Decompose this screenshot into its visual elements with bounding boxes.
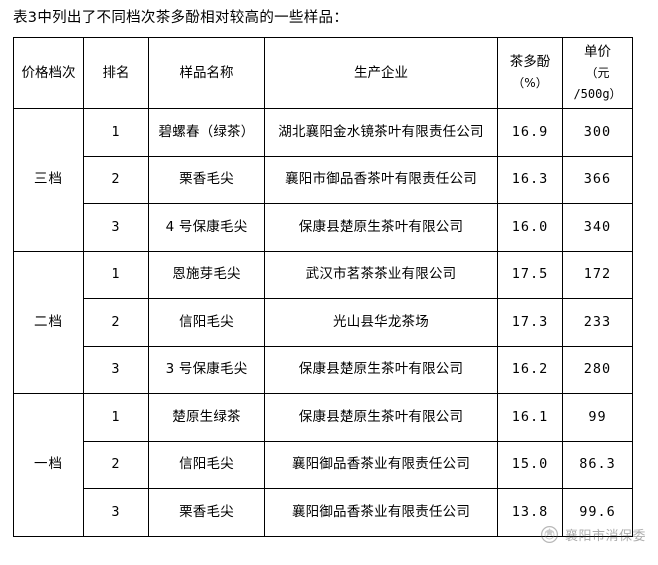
cell-rank: 3: [83, 345, 149, 394]
cell-sample: 碧螺春（绿茶）: [148, 108, 265, 157]
cell-price: 300: [562, 108, 633, 157]
column-header-tier: 价格档次: [13, 37, 84, 109]
cell-price: 233: [562, 298, 633, 347]
column-header-price-main: 单价: [584, 43, 611, 60]
cell-maker: 保康县楚原生茶叶有限公司: [264, 393, 498, 442]
table-row: 2 信阳毛尖 襄阳御品香茶业有限责任公司 15.0 86.3: [14, 440, 633, 489]
cell-rank: 2: [83, 440, 149, 489]
table-row: 3 栗香毛尖 襄阳御品香茶业有限责任公司 13.8 99.6: [14, 488, 633, 537]
cell-polyphenol: 16.1: [497, 393, 563, 442]
seal-logo-icon: [539, 524, 560, 545]
cell-price: 99: [562, 393, 633, 442]
cell-rank: 1: [83, 108, 149, 157]
column-header-maker: 生产企业: [264, 37, 498, 109]
cell-maker: 武汉市茗茶茶业有限公司: [264, 250, 498, 299]
cell-rank: 1: [83, 393, 149, 442]
table-row: 二档 1 恩施芽毛尖 武汉市茗茶茶业有限公司 17.5 172: [13, 250, 633, 394]
cell-polyphenol: 13.8: [497, 488, 563, 537]
intro-paragraph: 表3中列出了不同档次茶多酚相对较高的一些样品：: [13, 10, 349, 26]
cell-price: 86.3: [562, 440, 633, 489]
cell-sample: 4 号保康毛尖: [148, 203, 265, 252]
cell-rank: 3: [83, 488, 149, 537]
cell-polyphenol: 16.3: [497, 155, 563, 204]
cell-sample: 楚原生绿茶: [148, 393, 265, 442]
watermark: 襄阳市消保委: [539, 524, 646, 545]
cell-tier: 一档: [13, 393, 84, 537]
cell-tier: 三档: [13, 108, 84, 252]
column-header-sample: 样品名称: [148, 37, 265, 109]
cell-maker: 湖北襄阳金水镜茶叶有限责任公司: [264, 108, 498, 157]
cell-price: 172: [562, 250, 633, 299]
cell-maker: 光山县华龙茶场: [264, 298, 498, 347]
cell-price: 99.6: [562, 488, 633, 537]
cell-sample: 栗香毛尖: [148, 488, 265, 537]
cell-polyphenol: 16.0: [497, 203, 563, 252]
table-row: 2 信阳毛尖 光山县华龙茶场 17.3 233: [14, 298, 633, 347]
cell-sample: 恩施芽毛尖: [148, 250, 265, 299]
table-row: 2 栗香毛尖 襄阳市御品香茶叶有限责任公司 16.3 366: [14, 155, 633, 204]
cell-polyphenol: 15.0: [497, 440, 563, 489]
cell-polyphenol: 17.3: [497, 298, 563, 347]
column-header-polyphenol-main: 茶多酚: [509, 54, 551, 70]
table-body: 三档 1 碧螺春（绿茶） 湖北襄阳金水镜茶叶有限责任公司 16.9 300 2 栗香毛尖 襄阳市…: [13, 108, 633, 537]
header-row: 价格档次 排名 样品名称 生产企业 茶多酚 （%） 单价 （元 /500g）: [13, 37, 633, 109]
cell-maker: 保康县楚原生茶叶有限公司: [264, 203, 498, 252]
cell-maker: 保康县楚原生茶叶有限公司: [264, 345, 498, 394]
sample-table-container: 价格档次 排名 样品名称 生产企业 茶多酚 （%） 单价 （元 /500g） 三…: [13, 37, 633, 537]
cell-maker: 襄阳御品香茶业有限责任公司: [264, 488, 498, 537]
watermark-text: 襄阳市消保委: [564, 529, 646, 544]
cell-price: 366: [562, 155, 633, 204]
column-header-price-unit-1: （元: [585, 65, 610, 80]
cell-sample: 3 号保康毛尖: [148, 345, 265, 394]
cell-maker: 襄阳御品香茶业有限责任公司: [264, 440, 498, 489]
table-row: 三档 1 碧螺春（绿茶） 湖北襄阳金水镜茶叶有限责任公司 16.9 300: [13, 108, 633, 252]
table-row: 一档 1 楚原生绿茶 保康县楚原生茶叶有限公司 16.1 99: [13, 393, 633, 537]
cell-price: 340: [562, 203, 633, 252]
cell-polyphenol: 16.9: [497, 108, 563, 157]
cell-polyphenol: 17.5: [497, 250, 563, 299]
cell-maker: 襄阳市御品香茶叶有限责任公司: [264, 155, 498, 204]
cell-sample: 信阳毛尖: [148, 440, 265, 489]
column-header-polyphenol-unit: （%）: [512, 76, 548, 90]
table-header: 价格档次 排名 样品名称 生产企业 茶多酚 （%） 单价 （元 /500g）: [13, 37, 633, 109]
cell-polyphenol: 16.2: [497, 345, 563, 394]
column-header-polyphenol: 茶多酚 （%）: [497, 37, 563, 109]
cell-sample: 信阳毛尖: [148, 298, 265, 347]
cell-sample: 栗香毛尖: [148, 155, 265, 204]
column-header-rank: 排名: [83, 37, 149, 109]
column-header-price-unit-2: /500g）: [573, 86, 622, 101]
cell-rank: 3: [83, 203, 149, 252]
tea-polyphenol-table: 价格档次 排名 样品名称 生产企业 茶多酚 （%） 单价 （元 /500g） 三…: [13, 37, 633, 537]
cell-rank: 2: [83, 298, 149, 347]
cell-price: 280: [562, 345, 633, 394]
cell-rank: 1: [83, 250, 149, 299]
column-header-price: 单价 （元 /500g）: [562, 37, 633, 109]
cell-rank: 2: [83, 155, 149, 204]
cell-tier: 二档: [13, 250, 84, 394]
